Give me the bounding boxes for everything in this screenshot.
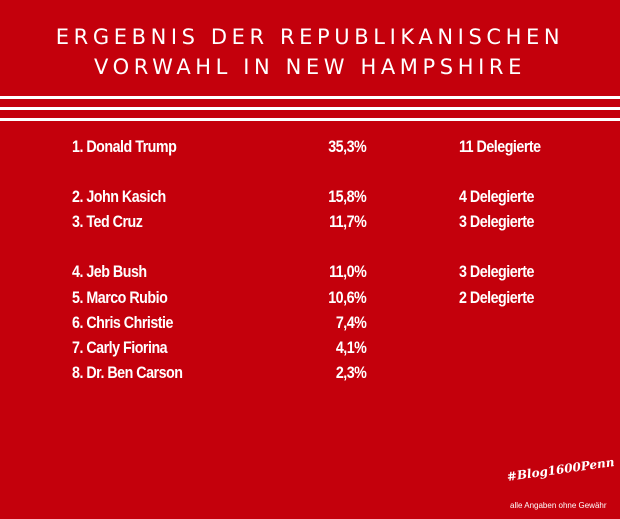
candidate-name: 2. John Kasich <box>72 187 166 206</box>
result-row: 2. John Kasich 15,8% 4 Delegierte <box>0 185 620 209</box>
candidate-percent: 15,8% <box>328 187 366 206</box>
candidate-percent: 2,3% <box>335 363 366 382</box>
candidate-name: 5. Marco Rubio <box>72 288 168 307</box>
hashtag-signature: #Blog1600Penn <box>506 454 616 484</box>
result-row: 4. Jeb Bush 11,0% 3 Delegierte <box>0 260 620 284</box>
candidate-delegates: 2 Delegierte <box>459 288 534 307</box>
candidate-percent: 10,6% <box>328 288 366 307</box>
divider-stripe <box>0 107 620 110</box>
result-row: 1. Donald Trump 35,3% 11 Delegierte <box>0 135 620 159</box>
candidate-name: 6. Chris Christie <box>72 313 173 332</box>
title-line-1: ERGEBNIS DER REPUBLIKANISCHEN <box>55 25 565 49</box>
result-row: 6. Chris Christie 7,4% <box>0 311 620 335</box>
candidate-name: 4. Jeb Bush <box>72 262 147 281</box>
candidate-delegates: 3 Delegierte <box>459 262 534 281</box>
result-row: 5. Marco Rubio 10,6% 2 Delegierte <box>0 286 620 310</box>
title-line-2: VORWAHL IN NEW HAMPSHIRE <box>94 55 526 79</box>
candidate-percent: 7,4% <box>335 313 366 332</box>
candidate-name: 1. Donald Trump <box>72 137 177 156</box>
candidate-delegates: 4 Delegierte <box>459 187 534 206</box>
candidate-percent: 4,1% <box>335 338 366 357</box>
candidate-percent: 11,0% <box>328 262 367 281</box>
candidate-name: 3. Ted Cruz <box>72 212 143 231</box>
candidate-name: 7. Carly Fiorina <box>72 338 168 357</box>
candidate-percent: 11,7% <box>328 212 367 231</box>
candidate-name: 8. Dr. Ben Carson <box>72 363 183 382</box>
candidate-percent: 35,3% <box>328 137 366 156</box>
candidate-delegates: 3 Delegierte <box>459 212 534 231</box>
result-row: 3. Ted Cruz 11,7% 3 Delegierte <box>0 210 620 234</box>
candidate-delegates: 11 Delegierte <box>459 137 541 156</box>
result-row: 8. Dr. Ben Carson 2,3% <box>0 361 620 385</box>
divider-stripe <box>0 118 620 121</box>
disclaimer-text: alle Angaben ohne Gewähr <box>510 501 607 510</box>
divider-stripe <box>0 96 620 99</box>
result-row: 7. Carly Fiorina 4,1% <box>0 336 620 360</box>
